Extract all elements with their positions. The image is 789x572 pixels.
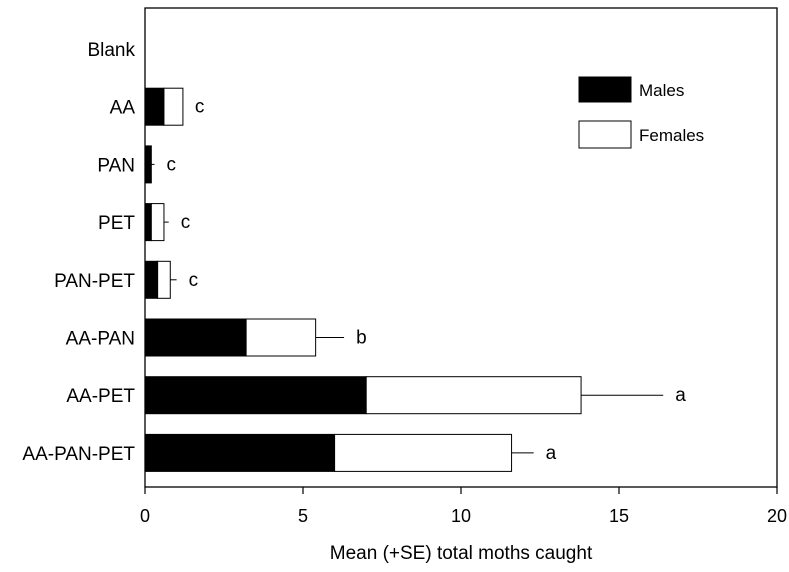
bars-layer: c c c c b a a xyxy=(144,87,686,472)
x-axis-title: Mean (+SE) total moths caught xyxy=(330,543,593,564)
category-label-aa-pet: AA-PET xyxy=(66,386,135,407)
bar-males-pan xyxy=(144,145,152,184)
legend-swatch-males xyxy=(578,76,632,103)
bar-males-aa-pan-pet xyxy=(144,433,336,472)
plot-area-frame xyxy=(144,7,778,488)
bar-females-aa-pet xyxy=(365,376,582,415)
significance-letter-pan: c xyxy=(166,154,176,175)
category-label-pet: PET xyxy=(98,213,135,234)
significance-letter-pet: c xyxy=(181,212,191,233)
significance-letter-aa-pan: b xyxy=(356,328,367,349)
category-label-pan: PAN xyxy=(97,155,135,176)
legend-label-males: Males xyxy=(639,81,684,100)
bar-males-aa-pan xyxy=(144,318,247,357)
significance-letter-aa-pet: a xyxy=(675,385,686,406)
legend: Males Females xyxy=(578,76,704,149)
significance-letter-aa-pan-pet: a xyxy=(546,443,557,464)
bar-females-aa-pan-pet xyxy=(334,433,513,472)
bar-females-aa xyxy=(163,87,184,126)
category-label-aa-pan-pet: AA-PAN-PET xyxy=(22,444,135,465)
legend-swatch-females xyxy=(578,120,632,149)
x-tick-label-0: 0 xyxy=(140,506,150,526)
bar-females-aa-pan xyxy=(245,318,317,357)
category-labels: Blank AA PAN PET PAN-PET AA-PAN AA-PET AA-PAN-P… xyxy=(22,40,135,465)
significance-letter-aa: c xyxy=(195,97,205,118)
x-tick-label-10: 10 xyxy=(451,506,471,526)
bar-males-aa-pet xyxy=(144,376,367,415)
x-tick-label-20: 20 xyxy=(767,506,787,526)
bar-males-aa xyxy=(144,87,165,126)
bar-females-pan-pet xyxy=(157,260,171,299)
significance-letter-pan-pet: c xyxy=(189,270,199,291)
bar-males-pet xyxy=(144,203,152,242)
category-label-pan-pet: PAN-PET xyxy=(54,271,135,292)
category-label-blank: Blank xyxy=(87,40,135,61)
bar-males-pan-pet xyxy=(144,260,159,299)
x-tick-label-5: 5 xyxy=(298,506,308,526)
bar-females-pet xyxy=(150,203,165,242)
category-label-aa-pan: AA-PAN xyxy=(66,329,135,350)
category-label-aa: AA xyxy=(110,98,136,119)
x-axis-ticks: 0 5 10 15 20 xyxy=(140,487,787,526)
x-tick-label-15: 15 xyxy=(609,506,629,526)
legend-label-females: Females xyxy=(639,126,704,145)
